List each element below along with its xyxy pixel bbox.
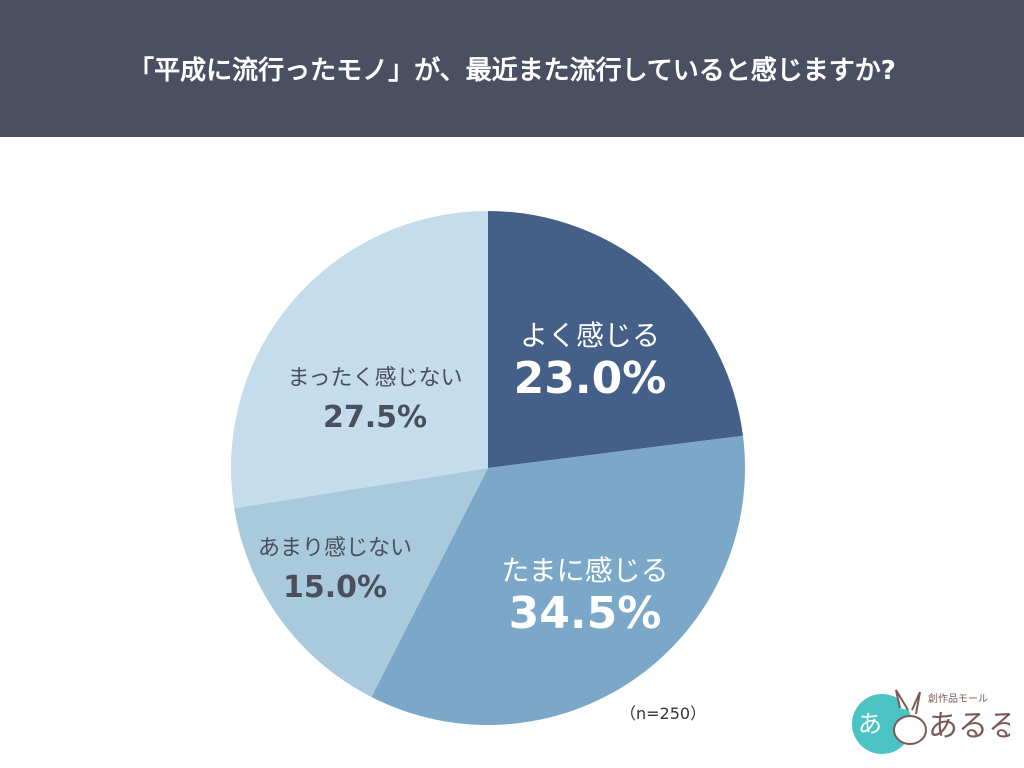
slice-label: たまに感じる: [501, 554, 668, 587]
svg-text:あるる: あるる: [928, 709, 1010, 744]
slice-value: 15.0%: [283, 570, 387, 605]
pie-slice: [230, 211, 488, 509]
slice-label: あまり感じない: [258, 536, 412, 561]
page-title: 「平成に流行ったモノ」が、最近また流行していると感じますか?: [0, 0, 1024, 137]
slice-label: よく感じる: [520, 319, 660, 352]
pie-slice: [234, 468, 488, 697]
svg-text:あ: あ: [858, 710, 882, 738]
slice-value: 27.5%: [323, 400, 427, 435]
slice-value: 34.5%: [509, 588, 662, 639]
sample-size: （n=250）: [620, 704, 707, 723]
slice-label: まったく感じない: [287, 366, 462, 391]
svg-text:創作品モール: 創作品モール: [928, 693, 988, 705]
pie-slice: [488, 211, 743, 468]
pie-slice: [371, 435, 745, 726]
logo: あ 創作品モール あるる: [850, 688, 1018, 762]
slice-value: 23.0%: [514, 353, 667, 404]
